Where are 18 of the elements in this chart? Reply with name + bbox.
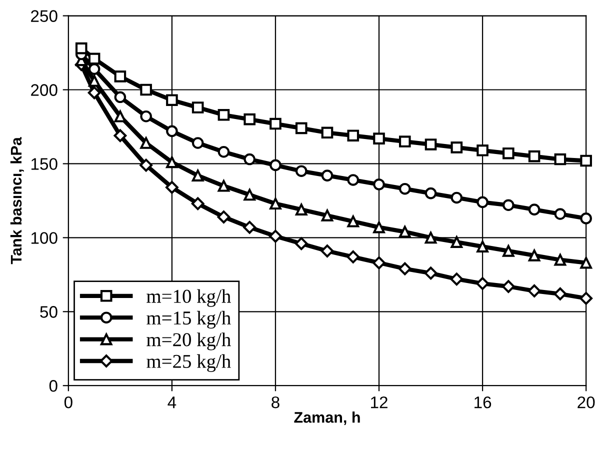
y-tick-label: 250 [31,10,58,22]
legend-label: m=10 kg/h [146,289,231,307]
x-tick-label: 0 [64,396,72,408]
x-tick-label: 4 [168,396,176,408]
x-axis-title: Zaman, h [294,412,360,425]
legend-label: m=20 kg/h [146,332,231,350]
legend-label: m=15 kg/h [146,310,231,329]
x-tick-label: 20 [578,396,595,408]
x-tick-label: 8 [272,396,280,408]
y-axis-title: Tank basıncı, kPa [10,137,24,264]
y-tick-label: 200 [31,84,58,96]
x-tick-label: 16 [474,396,492,408]
x-tick-label: 12 [371,396,388,408]
y-tick-label: 50 [40,306,58,318]
legend-label: m=25 kg/h [146,354,231,372]
y-tick-label: 0 [49,380,58,392]
y-tick-label: 100 [31,232,58,244]
y-tick-label: 150 [31,158,58,170]
